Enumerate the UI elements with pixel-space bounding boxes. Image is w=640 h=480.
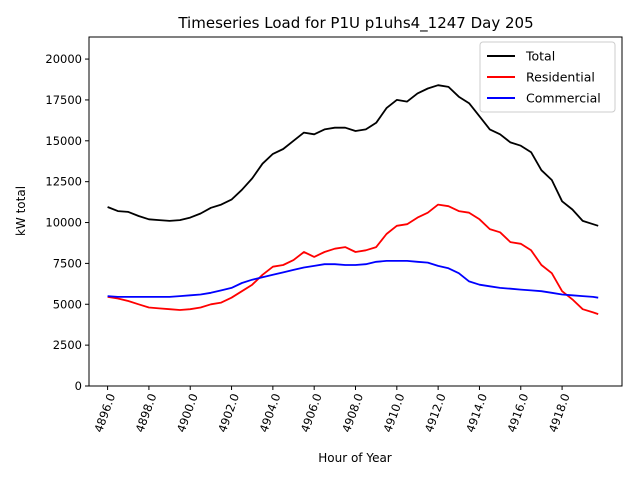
x-tick-label: 4896.0	[91, 392, 118, 435]
y-tick-label: 7500	[53, 256, 82, 270]
x-tick-label: 4898.0	[133, 392, 160, 435]
y-tick-label: 10000	[45, 216, 82, 230]
x-tick-label: 4918.0	[546, 392, 573, 435]
legend-label-residential: Residential	[526, 70, 595, 85]
legend-box	[479, 41, 616, 113]
x-tick-label: 4914.0	[463, 392, 490, 435]
x-tick-label: 4916.0	[504, 392, 531, 435]
y-tick-label: 2500	[53, 338, 82, 352]
y-axis: 0 2500 5000 7500 10000 12500 15000 17500 20000	[45, 52, 89, 393]
y-axis-label: kW total	[14, 186, 28, 236]
series-lines	[107, 84, 599, 315]
y-tick-label: 15000	[45, 134, 82, 148]
x-tick-label: 4906.0	[298, 392, 325, 435]
series-line-commercial	[107, 259, 599, 299]
legend-label-commercial: Commercial	[526, 91, 601, 106]
legend: Total Residential Commercial	[479, 41, 616, 113]
series-line-total	[107, 84, 599, 227]
x-tick-label: 4902.0	[215, 392, 242, 435]
x-axis: 4896.0 4898.0 4900.0 4902.0 4904.0 4906.0 4908…	[91, 386, 573, 435]
y-tick-label: 17500	[45, 93, 82, 107]
y-tick-label: 20000	[45, 52, 82, 66]
y-tick-label: 12500	[45, 175, 82, 189]
chart-title: Timeseries Load for P1U p1uhs4_1247 Day …	[177, 14, 533, 33]
y-tick-label: 0	[75, 379, 82, 393]
y-tick-label: 5000	[53, 297, 82, 311]
x-axis-label: Hour of Year	[318, 451, 392, 465]
x-tick-label: 4910.0	[380, 392, 407, 435]
x-tick-label: 4912.0	[422, 392, 449, 435]
x-tick-label: 4904.0	[257, 392, 284, 435]
series-line-residential	[107, 203, 599, 315]
legend-label-total: Total	[525, 49, 555, 64]
x-tick-label: 4908.0	[339, 392, 366, 435]
x-tick-label: 4900.0	[174, 392, 201, 435]
